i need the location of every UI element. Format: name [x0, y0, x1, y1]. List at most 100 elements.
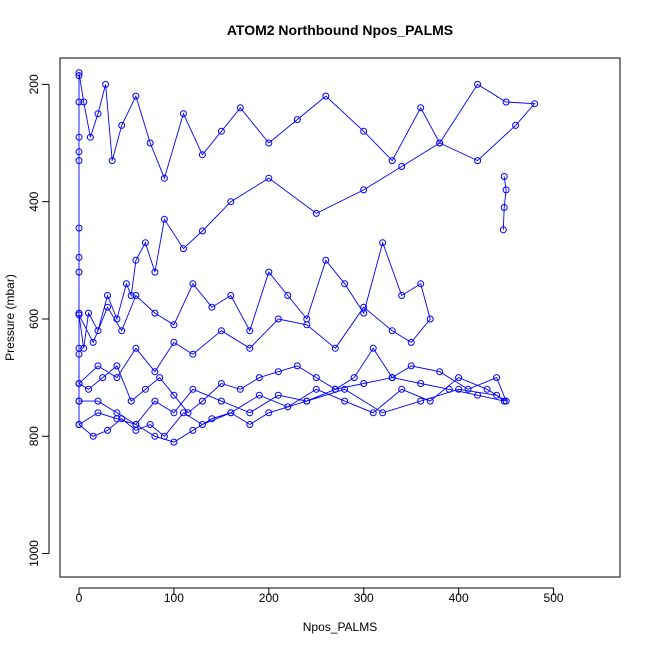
- data-point: [198, 421, 206, 428]
- data-point: [179, 409, 187, 417]
- data-point: [407, 338, 415, 346]
- data-point: [104, 292, 111, 299]
- y-tick-label: 200: [27, 74, 41, 94]
- data-point: [502, 186, 510, 194]
- data-point: [198, 151, 206, 159]
- data-point: [86, 133, 94, 141]
- y-axis: 200 400 600 800 1000: [27, 74, 50, 567]
- data-point: [94, 409, 102, 417]
- data-point: [102, 80, 110, 88]
- data-point: [331, 385, 339, 393]
- data-point: [104, 426, 111, 434]
- data-point: [436, 368, 444, 376]
- data-point: [75, 309, 83, 317]
- data-point: [499, 226, 507, 234]
- x-tick-label: 300: [354, 591, 374, 605]
- data-point: [75, 268, 83, 276]
- data-point: [127, 292, 135, 299]
- data-point: [531, 100, 539, 108]
- series-line-1: [502, 176, 507, 230]
- data-point: [360, 127, 368, 135]
- data-point: [108, 157, 116, 165]
- data-point: [493, 374, 501, 382]
- data-point: [274, 368, 282, 376]
- data-point: [189, 280, 197, 288]
- data-point: [217, 127, 225, 135]
- x-tick-label: 200: [259, 591, 279, 605]
- data-point: [360, 303, 368, 311]
- data-point: [141, 239, 149, 247]
- data-point: [388, 327, 396, 335]
- data-point: [360, 186, 368, 194]
- data-point: [132, 256, 140, 264]
- data-point: [118, 327, 126, 335]
- data-point: [89, 338, 97, 346]
- data-point: [236, 385, 244, 393]
- data-point: [493, 391, 501, 399]
- data-point: [284, 292, 292, 299]
- chart-title: ATOM2 Northbound Npos_PALMS: [227, 22, 453, 38]
- data-point: [360, 380, 368, 387]
- data-point: [246, 327, 254, 335]
- data-point: [75, 148, 83, 156]
- data-point: [208, 303, 216, 311]
- data-point: [284, 403, 292, 411]
- data-point: [246, 344, 254, 352]
- data-point: [398, 163, 406, 170]
- data-point: [151, 432, 159, 440]
- data-point: [151, 309, 159, 317]
- data-point: [455, 374, 463, 382]
- data-point: [141, 385, 149, 393]
- data-point: [426, 397, 434, 405]
- data-point: [132, 344, 140, 352]
- data-point: [474, 157, 482, 165]
- data-point: [85, 385, 92, 393]
- data-point: [265, 268, 273, 276]
- data-point: [179, 245, 187, 253]
- y-tick-label: 600: [27, 309, 41, 329]
- data-point: [170, 409, 178, 417]
- data-point: [274, 391, 282, 399]
- data-point: [132, 92, 140, 100]
- data-point: [99, 374, 107, 382]
- data-point: [217, 397, 225, 405]
- data-point: [255, 391, 263, 399]
- data-point: [75, 98, 83, 106]
- data-point: [265, 409, 273, 417]
- data-point: [255, 374, 263, 382]
- data-point: [75, 133, 83, 141]
- data-point: [265, 174, 273, 182]
- data-point: [312, 374, 320, 382]
- data-point: [322, 92, 330, 100]
- data-point: [398, 292, 406, 299]
- data-point: [265, 139, 273, 147]
- data-point: [379, 239, 387, 247]
- x-tick-label: 0: [76, 591, 83, 605]
- data-point: [398, 385, 406, 393]
- x-axis-label: Npos_PALMS: [303, 620, 377, 634]
- data-point: [127, 397, 135, 405]
- data-point: [104, 303, 111, 311]
- data-point: [227, 198, 235, 206]
- data-point: [246, 421, 254, 428]
- data-point: [170, 338, 178, 346]
- data-point: [113, 374, 121, 382]
- data-point: [160, 174, 168, 182]
- data-point: [217, 327, 225, 335]
- data-point: [113, 315, 121, 323]
- data-point: [75, 253, 83, 261]
- data-point: [94, 110, 102, 118]
- data-point: [75, 224, 83, 232]
- data-point: [500, 204, 508, 211]
- data-point: [208, 415, 216, 423]
- y-tick-label: 400: [27, 191, 41, 211]
- data-point: [80, 98, 88, 106]
- data-point: [369, 409, 377, 417]
- data-point: [474, 391, 482, 399]
- data-point: [75, 380, 83, 387]
- data-point: [75, 421, 83, 428]
- data-point: [417, 380, 425, 387]
- data-point: [312, 385, 320, 393]
- data-point: [122, 280, 130, 288]
